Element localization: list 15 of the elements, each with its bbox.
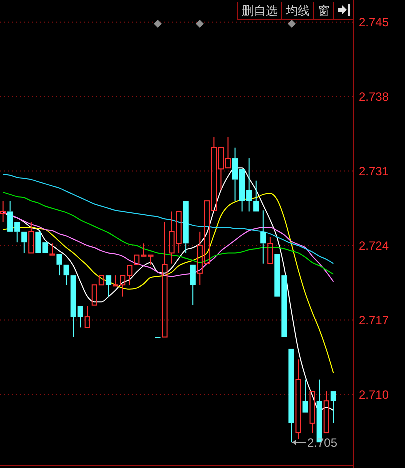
y-tick-label: 2.745 <box>359 16 390 30</box>
annotation: 2.705 <box>308 436 338 450</box>
candlestick <box>0 200 6 223</box>
candlestick <box>296 359 302 440</box>
annotation: 窗 <box>318 4 330 18</box>
line-series <box>2 174 334 264</box>
line-series <box>2 192 334 275</box>
y-tick-label: 2.710 <box>359 388 390 402</box>
y-tick-label: 2.717 <box>359 313 390 328</box>
annotation: 删自选 <box>242 4 278 18</box>
annotation: 均线 <box>285 4 310 18</box>
y-tick-label: 2.738 <box>359 90 390 104</box>
y-tick-label: 2.731 <box>359 164 390 178</box>
y-tick-label: 2.724 <box>359 238 390 253</box>
candlestick <box>260 210 266 264</box>
